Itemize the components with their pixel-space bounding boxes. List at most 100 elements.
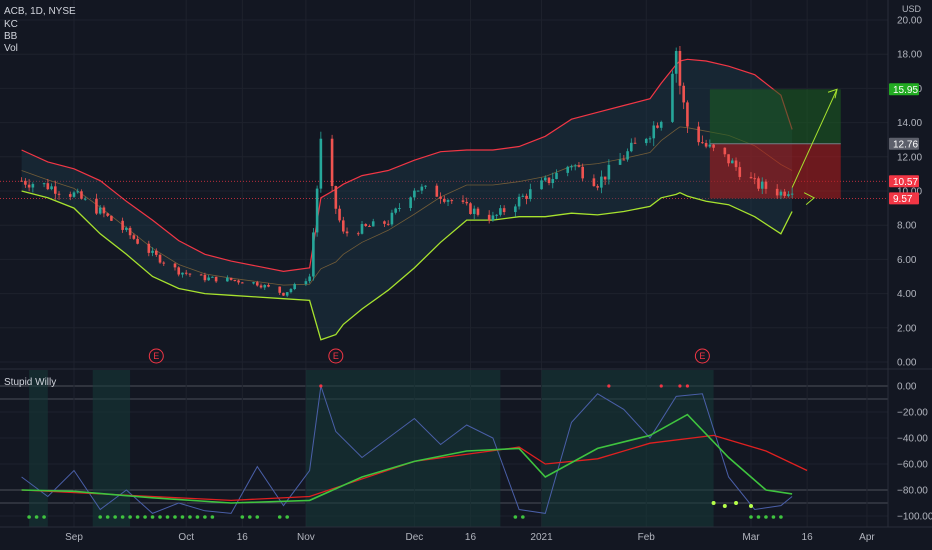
- candle-body: [278, 286, 282, 293]
- candle-body: [543, 177, 547, 181]
- candle-body: [356, 233, 360, 235]
- indicator-highlight-zones: [29, 370, 714, 527]
- indicator-zone: [29, 370, 48, 527]
- candle-body: [360, 224, 364, 234]
- candle-body: [779, 191, 783, 196]
- candle-body: [607, 164, 611, 180]
- candle-body: [547, 177, 551, 184]
- candle-body: [173, 263, 177, 268]
- candle-body: [730, 160, 734, 164]
- candle-body: [342, 220, 345, 232]
- candle-body: [416, 190, 420, 192]
- candle-body: [241, 282, 244, 284]
- candle-body: [723, 147, 727, 155]
- candle-body: [514, 206, 517, 213]
- candle-body: [255, 282, 259, 286]
- candle-body: [98, 207, 102, 214]
- oversold-dot: [27, 515, 31, 519]
- candle-body: [420, 186, 424, 191]
- oversold-dot: [135, 515, 140, 519]
- candle-body: [42, 183, 46, 185]
- indicator-panel-title[interactable]: Stupid Willy: [4, 377, 57, 388]
- x-tick-label: 16: [802, 532, 814, 543]
- price-badge-label: 12.76: [893, 139, 918, 150]
- candle-body: [338, 208, 341, 221]
- price-tick-label: 14.00: [897, 118, 922, 129]
- candle-body: [517, 196, 521, 207]
- candle-body: [304, 281, 308, 285]
- candle-body: [757, 178, 760, 189]
- candle-body: [259, 285, 263, 288]
- earnings-marker-icon[interactable]: [328, 348, 344, 364]
- candle-body: [656, 125, 659, 128]
- position-tool[interactable]: [709, 88, 841, 206]
- candle-body: [600, 176, 603, 188]
- candle-body: [592, 178, 596, 187]
- projection-arrow-head: [827, 88, 838, 99]
- candlesticks: [20, 45, 794, 298]
- x-tick-label: Oct: [178, 532, 194, 543]
- candle-body: [330, 138, 334, 187]
- indicator-kc-label[interactable]: KC: [4, 19, 18, 30]
- oversold-dot: [42, 515, 46, 519]
- overbought-dot: [659, 384, 663, 388]
- price-badge-bg: [889, 175, 919, 188]
- candle-body: [682, 85, 685, 103]
- price-badge-label: 15.95: [893, 85, 918, 96]
- candle-body: [102, 207, 106, 214]
- price-badge-label: 9.57: [893, 194, 913, 205]
- candle-body: [678, 50, 682, 86]
- candle-body: [319, 138, 323, 189]
- candle-body: [686, 102, 689, 127]
- candle-body: [334, 186, 338, 209]
- oversold-dot: [255, 515, 260, 519]
- oversold-dot: [98, 515, 102, 519]
- candle-body: [136, 238, 139, 244]
- candle-body: [188, 273, 192, 275]
- candle-body: [704, 143, 708, 147]
- candle-body: [368, 225, 371, 227]
- candle-body: [424, 185, 427, 187]
- candle-body: [390, 212, 394, 225]
- x-tick-label: Mar: [742, 532, 760, 543]
- candle-body: [315, 188, 319, 233]
- price-tick-label: 10.00: [897, 187, 922, 198]
- candle-body: [783, 191, 786, 196]
- candle-body: [570, 166, 573, 168]
- indicator-tick-label: 0.00: [897, 382, 917, 393]
- signal-dot: [734, 501, 739, 505]
- candle-body: [446, 200, 450, 202]
- indicator-bb-label[interactable]: BB: [4, 31, 18, 42]
- candle-body: [151, 250, 154, 253]
- candle-body: [603, 176, 607, 180]
- candle-body: [491, 215, 495, 221]
- candle-body: [760, 181, 764, 189]
- symbol-legend[interactable]: ACB, 1D, NYSE KC BB Vol: [4, 6, 76, 54]
- candle-body: [626, 151, 629, 160]
- x-tick-label: Feb: [638, 532, 656, 543]
- oversold-dot: [756, 515, 761, 519]
- willy-line: [21, 385, 793, 514]
- earnings-marker-icon[interactable]: [148, 348, 164, 364]
- oversold-dot: [513, 515, 518, 519]
- candle-body: [72, 192, 76, 197]
- candle-body: [487, 214, 491, 221]
- down-arrow-head: [803, 192, 816, 206]
- candle-body: [529, 189, 532, 199]
- candle-body: [540, 180, 543, 190]
- candle-body: [121, 220, 124, 230]
- candle-body: [439, 196, 442, 199]
- indicator-vol-label[interactable]: Vol: [4, 43, 18, 54]
- x-tick-label: Dec: [405, 532, 423, 543]
- candle-body: [394, 208, 397, 213]
- candle-body: [76, 191, 80, 193]
- overbought-dot: [607, 384, 611, 388]
- candle-body: [181, 272, 184, 275]
- oversold-dot: [521, 515, 525, 519]
- x-tick-label: Sep: [65, 532, 83, 543]
- candle-body: [364, 224, 368, 226]
- earnings-marker-icon[interactable]: [694, 348, 710, 364]
